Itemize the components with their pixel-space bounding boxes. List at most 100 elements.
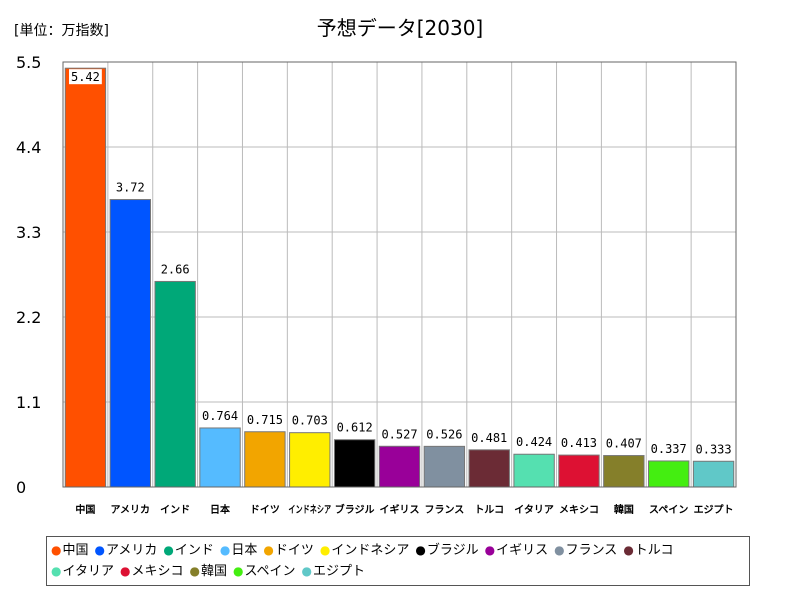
legend-marker-icon: ●	[415, 543, 426, 557]
legend-item: ●トルコ	[623, 540, 673, 561]
bar	[648, 460, 690, 488]
data-label-background	[469, 429, 510, 445]
legend-label: インドネシア	[331, 543, 410, 558]
x-tick-label: ドイツ	[250, 504, 280, 516]
legend-label: スペイン	[244, 564, 296, 579]
bar	[558, 454, 600, 488]
x-tick-label: ブラジル	[335, 503, 375, 516]
legend-item: ●ドイツ	[263, 540, 314, 561]
bar	[603, 455, 645, 488]
legend-marker-icon: ●	[219, 543, 231, 557]
bar-chart: 5.42 3.72 2.66 0.764 0.715 0.703 0.612 0.527 0.5…	[16, 53, 737, 516]
bar	[692, 460, 735, 488]
legend-item: ●エジプト	[302, 561, 366, 582]
bar	[199, 427, 241, 488]
legend-marker-icon: ●	[119, 564, 131, 578]
data-label-background	[334, 419, 375, 435]
legend-item: ●インドネシア	[320, 540, 410, 561]
y-tick-label: 0	[16, 478, 26, 497]
y-tick-label: 4.4	[16, 138, 41, 157]
legend-item: ●スペイン	[233, 561, 296, 582]
legend-item: ●ブラジル	[415, 540, 478, 561]
data-label-background	[693, 441, 734, 457]
x-tick-label: 日本	[210, 503, 231, 516]
data-label: 0.337	[651, 442, 687, 456]
legend-item: ●フランス	[554, 540, 617, 561]
legend-label: 韓国	[200, 564, 227, 579]
data-label: 0.413	[561, 436, 597, 450]
legend-item: ●メキシコ	[120, 561, 184, 582]
bar	[109, 199, 151, 488]
legend-item: ●韓国	[189, 561, 227, 582]
data-label: 0.424	[516, 435, 552, 449]
legend-marker-icon: ●	[263, 543, 274, 557]
y-tick-label: 3.3	[16, 223, 41, 242]
data-label-background	[158, 261, 192, 277]
x-tick-label: アメリカ	[111, 504, 151, 516]
legend-label: エジプト	[313, 564, 366, 579]
legend-label: アメリカ	[105, 543, 158, 558]
legend-label: ブラジル	[426, 543, 479, 558]
legend-marker-icon: ●	[51, 543, 62, 557]
legend-label: イギリス	[496, 543, 549, 558]
data-label-background	[603, 435, 644, 451]
x-tick-label: スペイン	[649, 504, 688, 516]
data-label-background	[424, 426, 465, 442]
legend-marker-icon: ●	[51, 564, 62, 578]
legend-label: メキシコ	[131, 564, 184, 579]
data-label: 0.715	[247, 413, 283, 427]
legend-item: ●日本	[220, 540, 258, 561]
legend-item: ●イタリア	[51, 561, 114, 582]
data-label-background	[558, 435, 599, 451]
data-label-background	[113, 179, 147, 195]
legend-item: ●アメリカ	[95, 540, 158, 561]
data-label-background	[244, 411, 285, 427]
data-label: 2.66	[161, 262, 190, 276]
data-label: 0.612	[337, 421, 373, 435]
legend-item: ●イギリス	[485, 540, 549, 561]
unit-label: [単位：万指数]	[14, 23, 109, 39]
bar	[423, 445, 466, 488]
legend-label: 日本	[231, 543, 258, 558]
legend-marker-icon: ●	[484, 543, 496, 557]
data-label-background	[648, 440, 689, 456]
data-label-background	[289, 412, 330, 428]
data-label: 3.72	[116, 181, 145, 195]
bar	[64, 67, 107, 488]
x-tick-label: 中国	[75, 503, 95, 516]
x-tick-label: エジプト	[694, 503, 734, 516]
data-label: 0.481	[471, 431, 507, 445]
legend-marker-icon: ●	[301, 564, 313, 578]
data-label-background	[514, 434, 555, 450]
legend: ●中国 ●アメリカ ●インド ●日本 ●ドイツ ●インドネシア ●ブラジル ●イギリス ●フラン…	[46, 536, 750, 586]
bar	[378, 445, 421, 488]
legend-marker-icon: ●	[189, 564, 200, 578]
x-axis: 中国 アメリカ インド 日本 ドイツ インドネシアブラジル イギリス フランス トルコ イタリアメ…	[75, 503, 733, 516]
data-label: 5.42	[71, 70, 100, 84]
bar	[333, 439, 376, 488]
legend-label: フランス	[565, 543, 618, 558]
x-tick-label: トルコ	[474, 504, 504, 516]
x-tick-label: インド	[160, 504, 190, 516]
x-tick-label: 韓国	[614, 503, 634, 516]
y-tick-label: 1.1	[16, 393, 41, 412]
x-tick-label: イタリア	[514, 504, 554, 516]
bar	[513, 453, 555, 488]
y-tick-label: 2.2	[16, 308, 41, 327]
data-label-background	[200, 407, 241, 423]
data-label: 0.527	[381, 427, 417, 441]
x-tick-label: イギリス	[380, 503, 420, 516]
legend-label: ドイツ	[274, 543, 314, 558]
data-label: 0.764	[202, 409, 238, 423]
legend-marker-icon: ●	[232, 564, 244, 578]
legend-marker-icon: ●	[163, 543, 174, 557]
legend-label: インド	[174, 543, 214, 558]
y-tick-label: 5.5	[16, 53, 41, 72]
data-label: 0.703	[292, 414, 328, 428]
legend-marker-icon: ●	[319, 543, 331, 557]
bar	[289, 432, 331, 488]
data-label-background	[379, 426, 420, 442]
data-label-background	[69, 69, 102, 85]
bar	[154, 280, 196, 488]
legend-label: トルコ	[634, 543, 674, 558]
